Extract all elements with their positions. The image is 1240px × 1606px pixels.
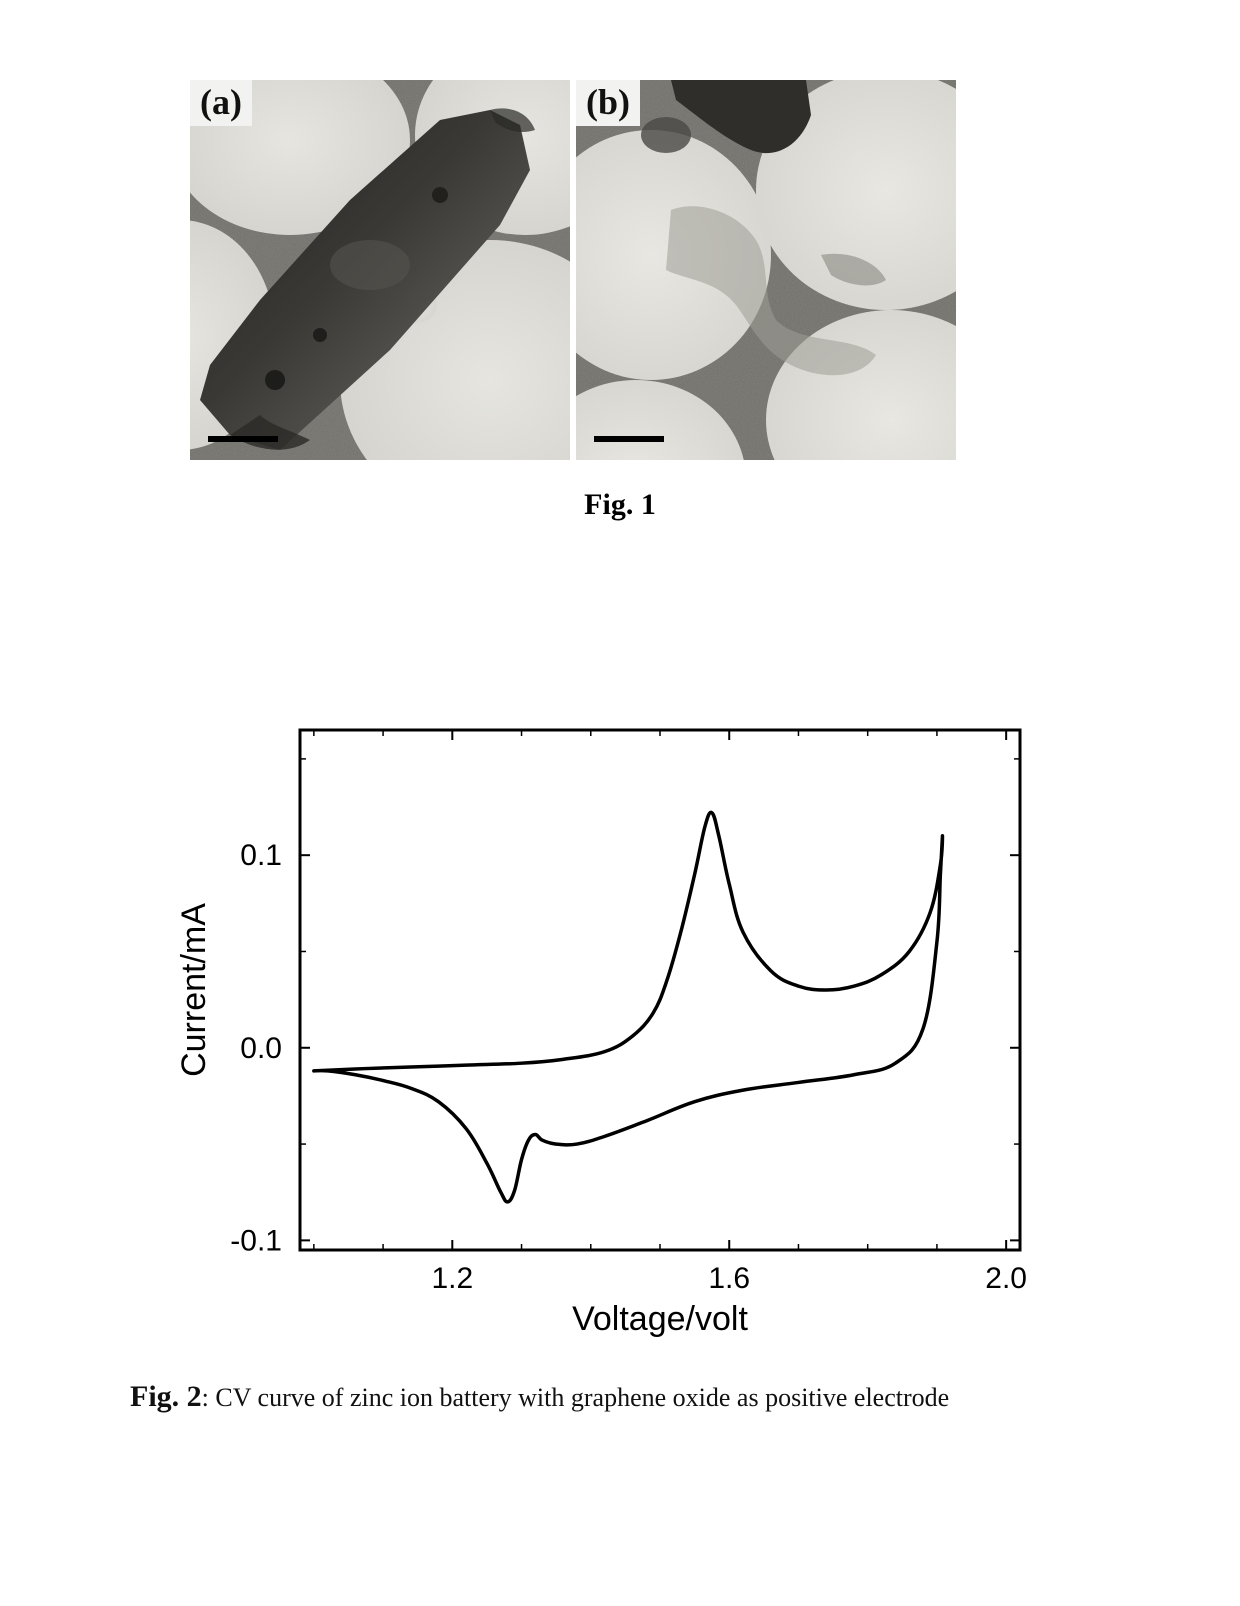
fig1-caption: Fig. 1 [0,488,1240,522]
svg-text:0.1: 0.1 [240,839,282,872]
fig1-panel-a-scalebar [208,436,278,442]
fig1-panel-b-label: (b) [576,80,640,126]
fig2-caption-label: Fig. 2 [130,1380,202,1413]
svg-text:Current/mA: Current/mA [175,903,213,1077]
figure-2: 1.2 1.6 2.0 -0.1 0.0 0.1 Voltage/volt Current/m… [130,700,1050,1340]
fig1-panel-a-label: (a) [190,80,252,126]
svg-text:Voltage/volt: Voltage/volt [572,1300,748,1338]
tem-image-a [190,80,570,460]
fig2-caption-text: : CV curve of zinc ion battery with grap… [202,1383,950,1412]
cv-chart: 1.2 1.6 2.0 -0.1 0.0 0.1 Voltage/volt Current/m… [130,700,1050,1340]
svg-text:1.2: 1.2 [431,1262,473,1295]
tem-image-b [576,80,956,460]
fig1-panel-b: (b) [576,80,956,460]
svg-text:0.0: 0.0 [240,1032,282,1065]
svg-text:1.6: 1.6 [708,1262,750,1295]
figure-1: (a) (b) [190,80,960,460]
svg-text:-0.1: -0.1 [230,1224,282,1257]
fig1-panel-a: (a) [190,80,570,460]
fig2-caption: Fig. 2: CV curve of zinc ion battery wit… [130,1380,1050,1414]
svg-text:2.0: 2.0 [985,1262,1027,1295]
fig1-panel-b-scalebar [594,436,664,442]
